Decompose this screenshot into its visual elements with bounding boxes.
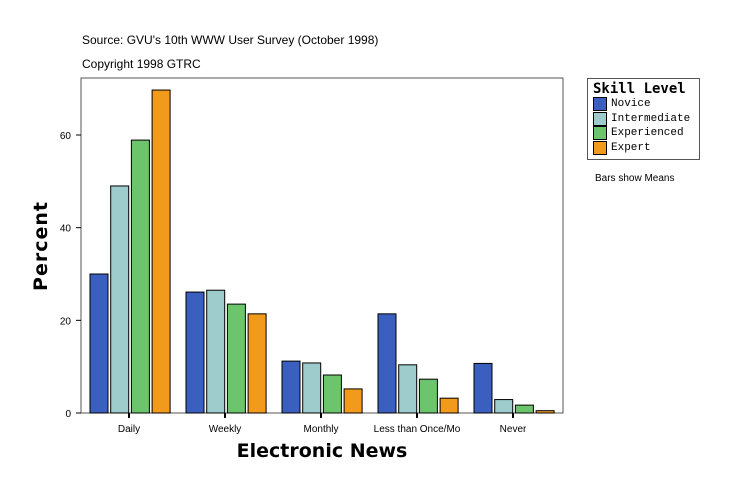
bar-expert-0 [151, 89, 171, 414]
x-tick-label: Never [500, 424, 527, 435]
bar-novice-4 [473, 362, 493, 414]
bar-experienced-4 [514, 404, 534, 414]
legend-item: Intermediate [593, 111, 699, 127]
legend-item: Experienced [593, 126, 699, 141]
source-text: Source: GVU's 10th WWW User Survey (Octo… [82, 33, 379, 47]
bar-expert-4 [535, 410, 555, 414]
bar-novice-2 [281, 360, 301, 414]
x-tick-label: Daily [118, 424, 140, 435]
bar-experienced-2 [322, 374, 342, 414]
y-tick-label: 20 [60, 316, 72, 327]
y-tick-label: 60 [60, 131, 72, 142]
legend-item: Novice [593, 97, 699, 112]
x-tick-label: Monthly [303, 424, 338, 435]
y-axis-label: Percent [30, 201, 52, 291]
bar-experienced-3 [418, 378, 438, 414]
copyright-text: Copyright 1998 GTRC [82, 57, 201, 71]
bar-experienced-1 [226, 303, 246, 414]
bar-intermediate-3 [398, 364, 418, 414]
y-tick-label: 0 [65, 409, 71, 420]
bar-intermediate-0 [110, 185, 130, 414]
bar-intermediate-1 [206, 289, 226, 414]
legend-label: Experienced [611, 127, 684, 140]
y-tick-label: 40 [60, 224, 72, 235]
x-tick-label: Weekly [209, 424, 242, 435]
legend-swatch [593, 140, 607, 155]
bar-novice-0 [89, 273, 109, 414]
legend-item: Expert [593, 140, 699, 156]
legend-swatch [593, 97, 607, 112]
bar-novice-1 [185, 291, 205, 414]
bar-novice-3 [377, 313, 397, 414]
x-tick-label: Less than Once/Mo [374, 424, 461, 435]
legend-swatch [593, 111, 607, 126]
bar-expert-2 [343, 388, 363, 414]
legend-swatch [593, 126, 607, 141]
legend: Skill Level Novice Intermediate Experience… [587, 78, 700, 160]
legend-title: Skill Level [593, 81, 686, 97]
bar-expert-1 [247, 313, 267, 414]
bar-expert-3 [439, 397, 459, 414]
means-note: Bars show Means [595, 173, 675, 184]
legend-label: Intermediate [611, 112, 691, 125]
legend-label: Novice [611, 98, 651, 111]
bar-experienced-0 [130, 139, 150, 414]
x-axis-label: Electronic News [237, 440, 408, 462]
bar-intermediate-2 [302, 362, 322, 414]
legend-label: Expert [611, 141, 651, 154]
bar-intermediate-4 [494, 399, 514, 414]
